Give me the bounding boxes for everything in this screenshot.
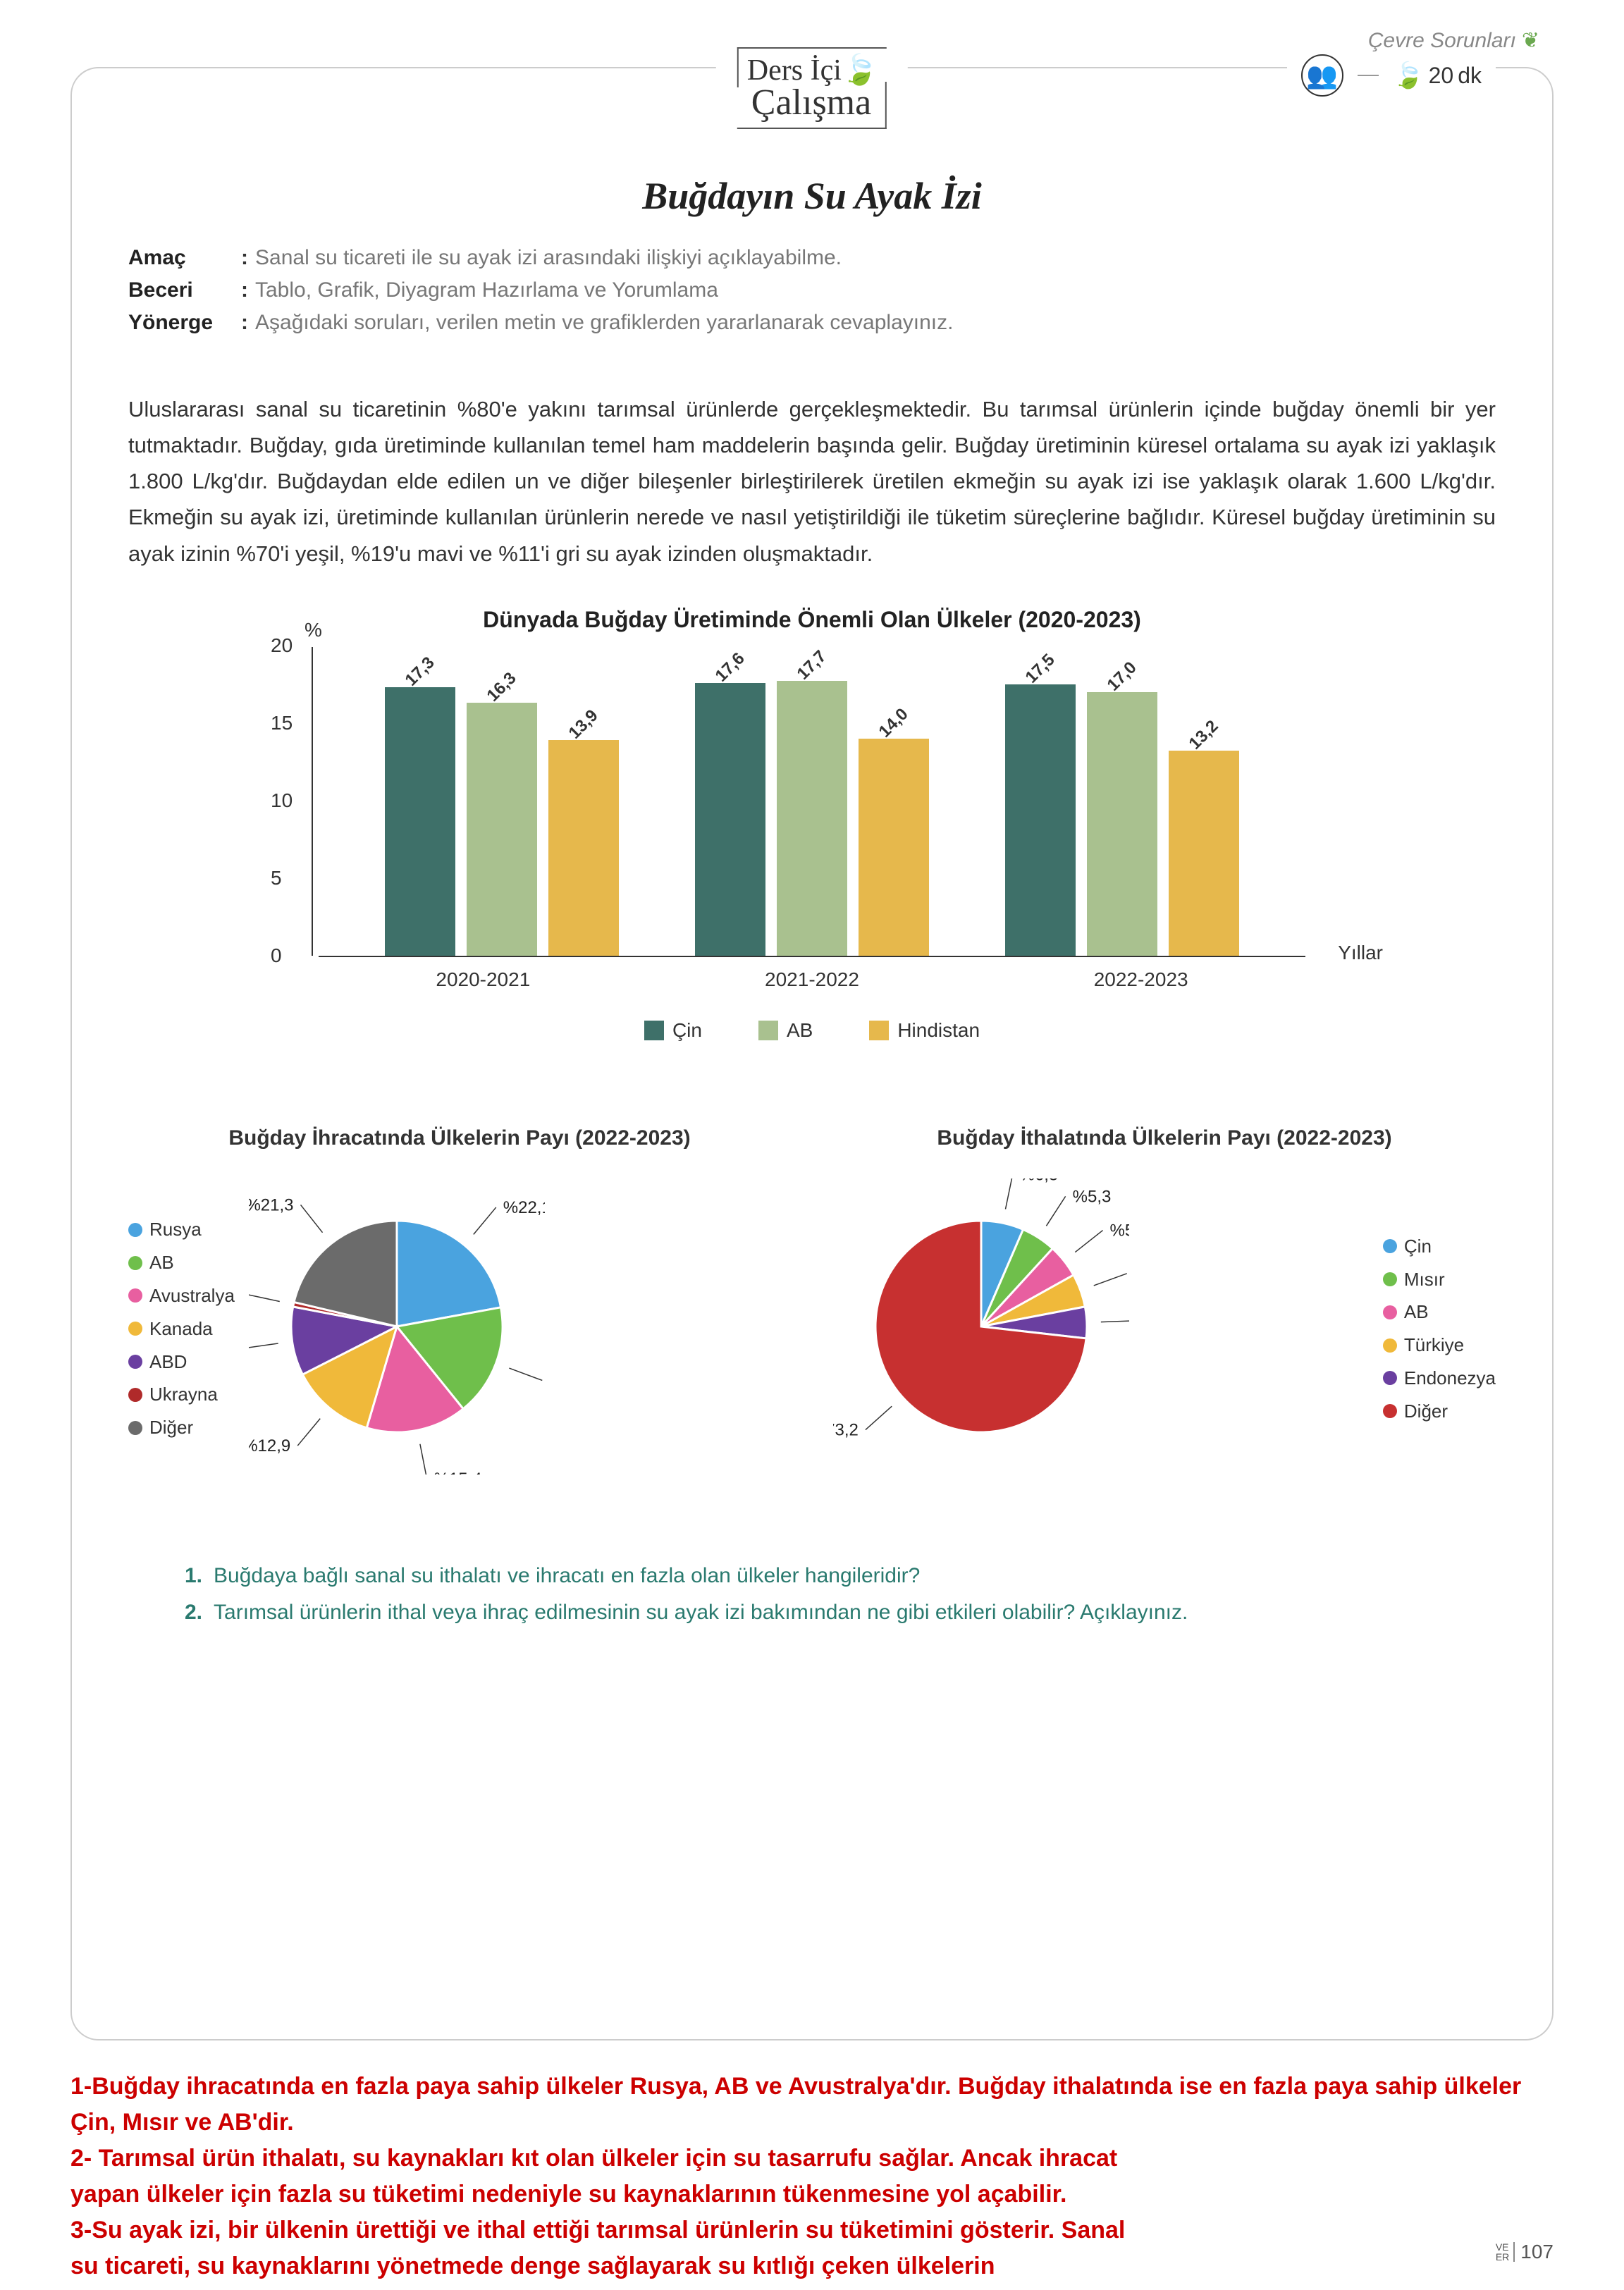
bar-chart-title: Dünyada Buğday Üretiminde Önemli Olan Ül… xyxy=(128,607,1496,633)
export-pie-legend: RusyaABAvustralyaKanadaABDUkraynaDiğer xyxy=(128,1213,235,1444)
bar: 17,3 xyxy=(385,687,455,956)
separator xyxy=(1358,75,1379,76)
legend-item: Rusya xyxy=(128,1213,235,1246)
time-badge: 🍃 20 dk xyxy=(1393,61,1482,90)
group-icon: 👥 xyxy=(1301,54,1343,97)
export-pie: %22,1%17,1%15,4%12,9%10,5%0,7%21,3 xyxy=(249,1178,791,1479)
badge-line1: Ders İçi🍃 xyxy=(737,47,887,87)
questions: 1. Buğdaya bağlı sanal su ithalatı ve ih… xyxy=(128,1564,1496,1625)
svg-text:%5,1: %5,1 xyxy=(1110,1221,1129,1240)
time-unit: dk xyxy=(1458,63,1482,89)
body-paragraph: Uluslararası sanal su ticaretinin %80'e … xyxy=(128,391,1496,572)
legend-item: Diğer xyxy=(128,1411,235,1444)
export-pie-title: Buğday İhracatında Ülkelerin Payı (2022-… xyxy=(128,1126,791,1150)
legend-item: Avustralya xyxy=(128,1279,235,1312)
annotation-line: yapan ülkeler için fazla su tüketimi ned… xyxy=(70,2177,1554,2212)
top-meta-icons: 👥 🍃 20 dk xyxy=(1287,54,1496,97)
bar: 17,0 xyxy=(1087,692,1157,956)
import-pie-title: Buğday İthalatında Ülkelerin Payı (2022-… xyxy=(833,1126,1496,1150)
page-title: Buğdayın Su Ayak İzi xyxy=(128,174,1496,218)
x-label: 2022-2023 xyxy=(1094,968,1188,991)
svg-text:%22,1: %22,1 xyxy=(503,1198,545,1217)
leaf-icon: 🍃 xyxy=(1393,61,1425,90)
question-1: 1. Buğdaya bağlı sanal su ithalatı ve ih… xyxy=(185,1564,1496,1588)
meta-amac: Amaç : Sanal su ticareti ile su ayak izi… xyxy=(128,246,1496,270)
annotation-line: 1-Buğday ihracatında en fazla paya sahip… xyxy=(70,2069,1554,2141)
time-value: 20 xyxy=(1429,63,1454,89)
bar-chart: % 05101520 Yıllar 17,316,313,917,617,714… xyxy=(319,647,1305,1042)
import-pie-legend: ÇinMısırABTürkiyeEndonezyaDiğer xyxy=(1383,1230,1496,1428)
bar-legend: Çin AB Hindistan xyxy=(319,1019,1305,1042)
meta-beceri: Beceri : Tablo, Grafik, Diyagram Hazırla… xyxy=(128,278,1496,302)
legend-item: Kanada xyxy=(128,1312,235,1346)
annotation-line: su ticareti, su kaynaklarını yönetmede d… xyxy=(70,2248,1554,2284)
bar-group: 17,517,013,2 xyxy=(1005,684,1239,956)
content-frame: Ders İçi🍃 Çalışma 👥 🍃 20 dk Buğdayın Su … xyxy=(70,67,1554,2040)
svg-text:%6,5: %6,5 xyxy=(1020,1178,1059,1185)
bar: 14,0 xyxy=(859,739,929,956)
page-number: VE ER 107 xyxy=(1496,2241,1554,2263)
bar: 17,5 xyxy=(1005,684,1076,956)
import-pie-col: Buğday İthalatında Ülkelerin Payı (2022-… xyxy=(833,1126,1496,1479)
svg-text:%21,3: %21,3 xyxy=(249,1195,294,1214)
export-pie-col: Buğday İhracatında Ülkelerin Payı (2022-… xyxy=(128,1126,791,1479)
annotation-line: 3-Su ayak izi, bir ülkenin ürettiği ve i… xyxy=(70,2212,1554,2248)
x-axis-title: Yıllar xyxy=(1338,942,1383,964)
bar: 17,7 xyxy=(777,681,847,955)
handwritten-annotations: 1-Buğday ihracatında en fazla paya sahip… xyxy=(70,2069,1554,2284)
x-label: 2021-2022 xyxy=(765,968,859,991)
bar: 16,3 xyxy=(467,703,537,956)
pie-row: Buğday İhracatında Ülkelerin Payı (2022-… xyxy=(128,1126,1496,1479)
legend-item: AB xyxy=(758,1019,813,1042)
bar-group: 17,617,714,0 xyxy=(695,681,929,955)
annotation-line: 2- Tarımsal ürün ithalatı, su kaynakları… xyxy=(70,2141,1554,2177)
bar: 17,6 xyxy=(695,683,765,956)
activity-badge: Ders İçi🍃 Çalışma xyxy=(716,47,908,129)
legend-item: Ukrayna xyxy=(128,1378,235,1411)
legend-item: Diğer xyxy=(1383,1395,1496,1428)
legend-item: Çin xyxy=(644,1019,702,1042)
x-labels: 2020-2021 2021-2022 2022-2023 xyxy=(319,968,1305,991)
legend-item: Çin xyxy=(1383,1230,1496,1263)
bar: 13,9 xyxy=(548,740,619,956)
category-text: Çevre Sorunları xyxy=(1368,29,1516,53)
svg-text:%5,3: %5,3 xyxy=(1073,1187,1112,1206)
legend-item: Mısır xyxy=(1383,1263,1496,1296)
import-pie: %6,5%5,3%5,1%5,1%4,8%73,2 xyxy=(833,1178,1369,1479)
legend-item: Türkiye xyxy=(1383,1329,1496,1362)
svg-text:%73,2: %73,2 xyxy=(833,1420,859,1439)
legend-item: AB xyxy=(128,1246,235,1279)
leaf-icon: ❦ xyxy=(1522,28,1539,53)
bar-group: 17,316,313,9 xyxy=(385,687,619,956)
y-axis-label: % xyxy=(304,619,322,641)
legend-item: Hindistan xyxy=(869,1019,980,1042)
svg-text:%12,9: %12,9 xyxy=(249,1436,290,1455)
x-label: 2020-2021 xyxy=(436,968,530,991)
y-axis: 05101520 xyxy=(312,647,313,956)
question-2: 2. Tarımsal ürünlerin ithal veya ihraç e… xyxy=(185,1601,1496,1625)
badge-line2: Çalışma xyxy=(737,82,887,129)
legend-item: Endonezya xyxy=(1383,1362,1496,1395)
meta-yonerge: Yönerge : Aşağıdaki soruları, verilen me… xyxy=(128,311,1496,335)
bar: 13,2 xyxy=(1169,751,1239,955)
svg-text:%15,4: %15,4 xyxy=(434,1470,482,1475)
legend-item: AB xyxy=(1383,1295,1496,1329)
legend-item: ABD xyxy=(128,1346,235,1379)
